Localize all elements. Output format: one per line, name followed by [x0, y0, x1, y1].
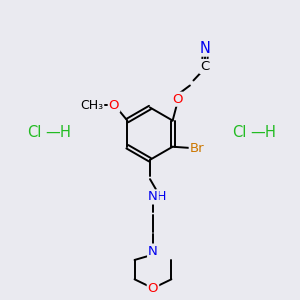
Text: O: O — [109, 99, 119, 112]
Text: Cl: Cl — [232, 125, 246, 140]
Text: —: — — [250, 125, 265, 140]
Text: C: C — [200, 60, 209, 73]
Text: H: H — [157, 190, 166, 203]
Text: H: H — [60, 125, 71, 140]
Text: N: N — [148, 190, 158, 203]
Text: —: — — [45, 125, 60, 140]
Text: O: O — [148, 282, 158, 295]
Text: Br: Br — [190, 142, 204, 155]
Text: N: N — [200, 40, 211, 56]
Text: N: N — [148, 244, 158, 258]
Text: CH₃: CH₃ — [80, 99, 103, 112]
Text: Cl: Cl — [27, 125, 41, 140]
Text: H: H — [265, 125, 276, 140]
Text: O: O — [172, 93, 182, 106]
